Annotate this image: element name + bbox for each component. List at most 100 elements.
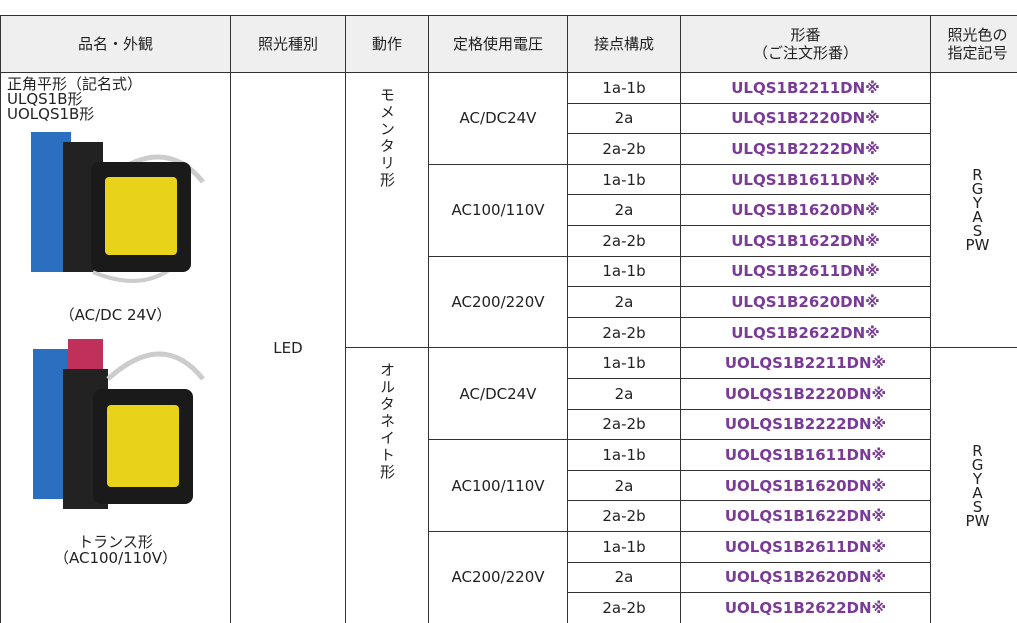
lighting-cell: LED xyxy=(230,72,346,623)
product-text: ULQS1B形 xyxy=(7,90,83,108)
product-box: 正角平形（記名式） ULQS1B形 UOLQS1B形 （AC/DC 24V） トラン… xyxy=(1,73,230,622)
color-code: PW xyxy=(965,511,990,530)
product-caption: （AC/DC 24V） xyxy=(59,306,172,324)
model-cell: ULQS1B2620DN※ xyxy=(680,286,931,318)
voltage-cell: AC/DC24V xyxy=(428,347,568,441)
color-code: S xyxy=(972,497,983,516)
contact-cell: 1a-1b xyxy=(567,255,681,288)
model-cell: ULQS1B1620DN※ xyxy=(680,194,931,226)
contact-cell: 2a xyxy=(567,561,681,594)
action-cell: オルタネイト形 xyxy=(345,347,429,623)
model-cell: ULQS1B2222DN※ xyxy=(680,133,931,165)
image-box xyxy=(1,122,230,307)
header-row: 品名・外観 照光種別 動作 定格使用電圧 接点構成 形番 （ご注文形番） 照光色の 指定記号 xyxy=(0,15,1017,73)
contact-cell: 2a-2b xyxy=(567,408,681,441)
table-body: 正角平形（記名式） ULQS1B形 UOLQS1B形 （AC/DC 24V） トラン… xyxy=(0,71,1017,623)
table-wrap: 品名・外観 照光種別 動作 定格使用電圧 接点構成 形番 （ご注文形番） 照光色の 指定記号 正… xyxy=(0,15,1017,623)
header-cell: 照光色の 指定記号 xyxy=(930,15,1017,73)
image-box xyxy=(1,329,230,534)
header-cell: 形番 （ご注文形番） xyxy=(680,15,931,73)
contact-cell: 2a xyxy=(567,286,681,318)
model-cell: UOLQS1B2220DN※ xyxy=(680,377,931,410)
product-image xyxy=(33,339,205,509)
model-cell: UOLQS1B1622DN※ xyxy=(680,500,931,532)
table-row: 2a UOLQS1B1620DN※ xyxy=(1,469,1017,502)
table-row: 2a UOLQS1B2620DN※ xyxy=(1,561,1017,594)
model-cell: ULQS1B2220DN※ xyxy=(680,102,931,135)
header-cell: 照光種別 xyxy=(230,15,346,73)
header-cell: 動作 xyxy=(345,15,429,73)
model-cell: ULQS1B2622DN※ xyxy=(680,316,931,349)
model-cell: ULQS1B2211DN※ xyxy=(680,72,931,104)
contact-cell: 2a-2b xyxy=(567,316,681,349)
action-text: モメンタリ形 xyxy=(378,87,396,189)
product-image xyxy=(31,132,205,283)
product-text: 正角平形（記名式） xyxy=(7,75,143,93)
product-cell: 正角平形（記名式） ULQS1B形 UOLQS1B形 （AC/DC 24V） トラン… xyxy=(0,72,231,623)
contact-cell: 2a-2b xyxy=(567,133,681,165)
contact-cell: 2a xyxy=(567,194,681,226)
voltage-cell: AC100/110V xyxy=(428,439,568,532)
color-cell: R G Y A S PW xyxy=(930,71,1017,349)
contact-cell: 2a xyxy=(567,102,681,135)
table-row: 2a-2b ULQS1B1622DN※ xyxy=(1,224,1017,257)
product-caption: （AC100/110V） xyxy=(53,549,178,567)
header-cell: 定格使用電圧 xyxy=(428,15,568,73)
contact-cell: 2a-2b xyxy=(567,224,681,257)
contact-cell: 1a-1b xyxy=(567,72,681,104)
color-code: G xyxy=(971,180,984,199)
contact-cell: 2a xyxy=(567,469,681,502)
model-cell: ULQS1B1611DN※ xyxy=(680,163,931,196)
action-text: オルタネイト形 xyxy=(378,362,396,482)
header-text: 照光種別 xyxy=(257,35,318,53)
product-text: UOLQS1B形 xyxy=(7,105,95,123)
color-code: R xyxy=(972,441,983,460)
table-row: AC100/110V 1a-1b ULQS1B1611DN※ xyxy=(1,163,1017,257)
color-code: R xyxy=(972,166,983,185)
header-text: 指定記号 xyxy=(947,44,1008,62)
voltage-cell: AC200/220V xyxy=(428,255,568,349)
color-code: A xyxy=(972,208,983,227)
table-row: 2a ULQS1B2220DN※ xyxy=(1,102,1017,135)
table-row: AC200/220V 1a-1b ULQS1B2611DN※ xyxy=(1,255,1017,349)
voltage-cell: AC100/110V xyxy=(428,163,568,257)
table-row: 2a-2b UOLQS1B2622DN※ xyxy=(1,592,1017,623)
model-cell: UOLQS1B1611DN※ xyxy=(680,439,931,471)
contact-cell: 1a-1b xyxy=(567,439,681,471)
color-code: G xyxy=(971,455,984,474)
color-code: A xyxy=(972,483,983,502)
table-row: 2a-2b ULQS1B2222DN※ xyxy=(1,133,1017,165)
voltage-cell: AC200/220V xyxy=(428,530,568,623)
table-row: 2a ULQS1B1620DN※ xyxy=(1,194,1017,226)
model-cell: ULQS1B2611DN※ xyxy=(680,255,931,288)
color-code: PW xyxy=(965,236,990,255)
contact-cell: 1a-1b xyxy=(567,530,681,563)
color-code: Y xyxy=(972,194,983,213)
model-cell: UOLQS1B2222DN※ xyxy=(680,408,931,441)
action-cell: モメンタリ形 xyxy=(345,71,429,349)
product-caption: トランス形 xyxy=(78,533,153,551)
table-row: 2a ULQS1B2620DN※ xyxy=(1,286,1017,318)
table-row: 2a-2b ULQS1B2622DN※ xyxy=(1,316,1017,349)
model-cell: UOLQS1B2211DN※ xyxy=(680,347,931,379)
contact-cell: 2a-2b xyxy=(567,592,681,623)
contact-cell: 1a-1b xyxy=(567,163,681,196)
model-cell: UOLQS1B2620DN※ xyxy=(680,561,931,594)
header-text: 定格使用電圧 xyxy=(452,35,543,53)
table-row: 2a-2b UOLQS1B2222DN※ xyxy=(1,408,1017,441)
model-cell: UOLQS1B1620DN※ xyxy=(680,469,931,502)
spec-table: 品名・外観 照光種別 動作 定格使用電圧 接点構成 形番 （ご注文形番） 照光色の 指定記号 正… xyxy=(0,15,1017,623)
color-cell: R G Y A S PW xyxy=(930,347,1017,623)
header-text: 品名・外観 xyxy=(77,35,153,53)
header-text: （ご注文形番） xyxy=(752,44,858,62)
table-row: 正角平形（記名式） ULQS1B形 UOLQS1B形 （AC/DC 24V） トラン… xyxy=(0,71,1017,623)
voltage-cell: AC/DC24V xyxy=(428,72,568,165)
contact-cell: 2a-2b xyxy=(567,500,681,532)
model-cell: UOLQS1B2611DN※ xyxy=(680,530,931,563)
color-code: Y xyxy=(972,469,983,488)
model-cell: ULQS1B1622DN※ xyxy=(680,224,931,257)
header-text: 接点構成 xyxy=(593,35,654,53)
model-cell: UOLQS1B2622DN※ xyxy=(680,592,931,623)
contact-cell: 2a xyxy=(567,377,681,410)
